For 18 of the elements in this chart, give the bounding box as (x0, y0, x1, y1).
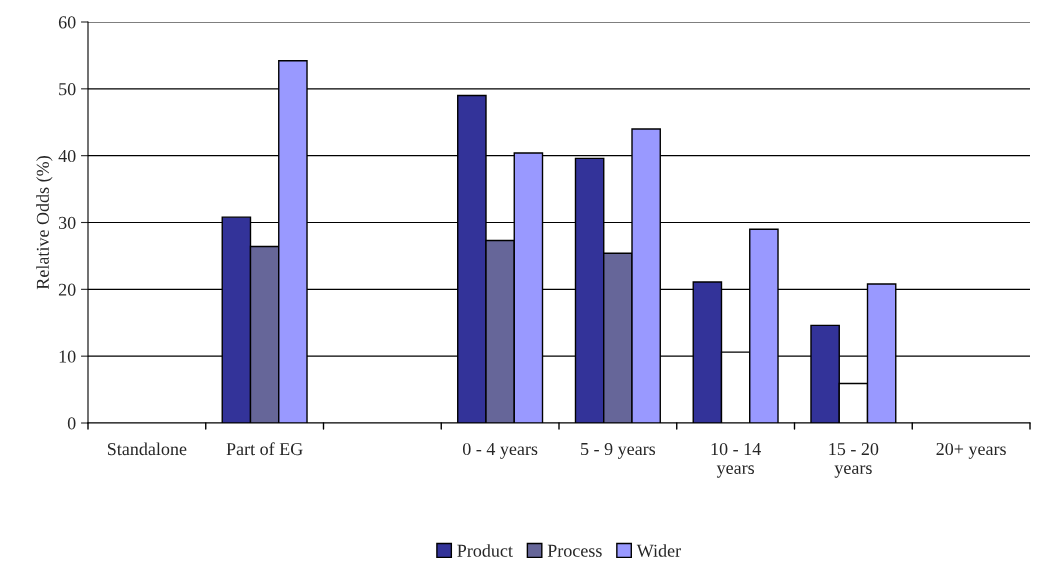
y-tick-label: 30 (59, 216, 76, 229)
x-tick-label: 15 - 20 years (829, 442, 879, 478)
legend-label: Product (457, 544, 513, 557)
y-tick-label: 10 (59, 350, 76, 363)
x-tick-label: Part of EG (226, 442, 303, 456)
y-tick-label: 50 (59, 83, 76, 96)
legend-label: Process (547, 544, 602, 557)
x-tick-label: Standalone (107, 442, 187, 456)
x-tick-label: 10 - 14 years (711, 442, 761, 478)
x-tick-label: 5 - 9 years (581, 442, 656, 459)
y-tick-label: 40 (58, 149, 76, 163)
x-tick-label: 20+ years (936, 442, 1006, 459)
y-tick-label: 60 (58, 16, 76, 29)
x-tick-label: 0 - 4 years (462, 442, 538, 459)
y-axis-title: Relative Odds (%) (36, 156, 53, 290)
legend-label: Wider (636, 544, 681, 557)
y-tick-label: 0 (67, 417, 76, 430)
y-tick-label: 20 (58, 283, 76, 296)
